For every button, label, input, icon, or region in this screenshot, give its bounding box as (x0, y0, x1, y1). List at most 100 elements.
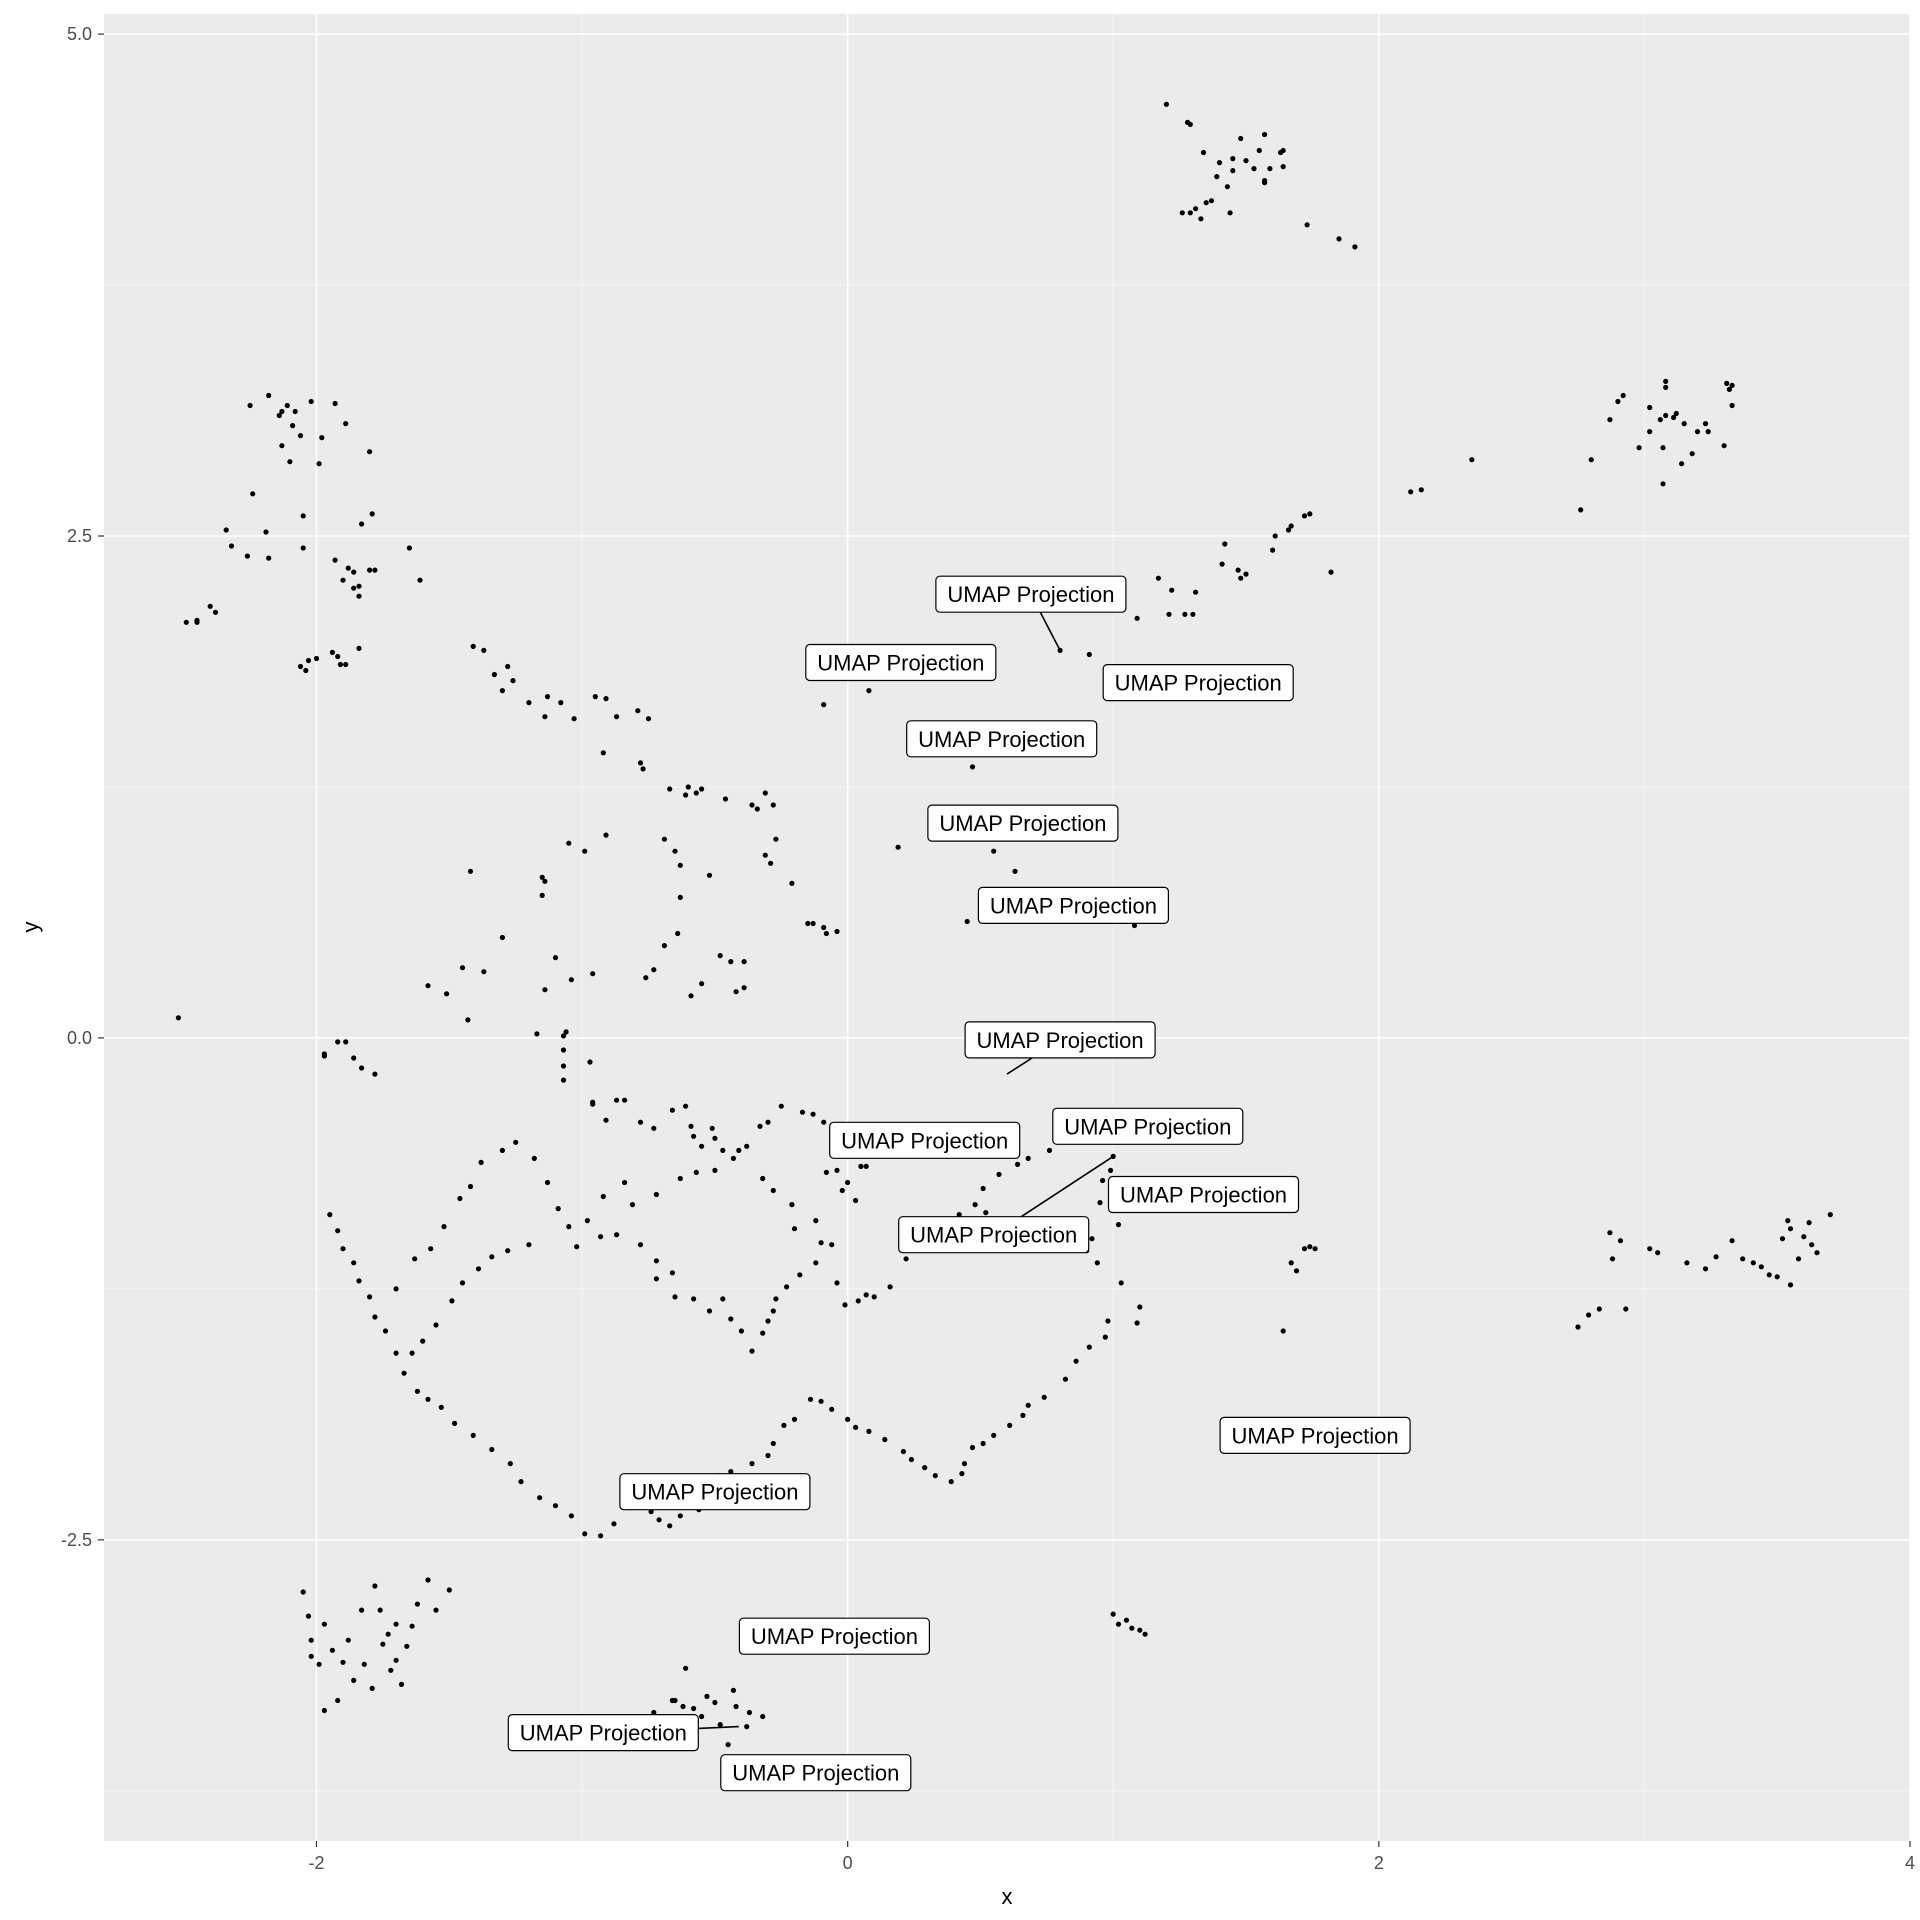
data-point (491, 671, 497, 678)
data-point (1216, 160, 1223, 166)
data-point (677, 1175, 683, 1182)
data-point (568, 977, 575, 983)
data-point (791, 1226, 798, 1232)
data-point (1262, 131, 1268, 138)
data-point (305, 657, 312, 664)
data-point (778, 1103, 784, 1109)
data-point (1827, 1212, 1833, 1218)
data-point (377, 1607, 383, 1613)
data-point (712, 1167, 718, 1173)
data-point (882, 1436, 888, 1443)
data-point (544, 694, 551, 700)
data-point (308, 1653, 314, 1659)
data-point (1238, 135, 1244, 142)
data-point (568, 1513, 575, 1519)
data-point (1578, 507, 1584, 513)
data-point (754, 806, 760, 812)
data-point (980, 1185, 986, 1192)
data-point (1663, 412, 1669, 419)
data-point (590, 1099, 596, 1105)
data-point (1713, 1254, 1719, 1260)
data-point (717, 953, 723, 959)
data-point (297, 433, 304, 439)
data-point (393, 1350, 399, 1356)
data-point (194, 619, 200, 625)
data-point (765, 1119, 771, 1125)
data-point (1012, 868, 1018, 874)
data-point (276, 412, 282, 419)
x-axis: -2 0 2 4 (308, 1841, 1915, 1873)
data-point (1795, 1256, 1802, 1262)
data-point (1702, 421, 1709, 427)
data-point (372, 1071, 378, 1077)
data-point (279, 443, 285, 449)
data-point (1750, 1260, 1756, 1266)
data-point (1596, 1306, 1602, 1312)
data-point (1620, 392, 1626, 399)
data-point (393, 1621, 399, 1627)
data-point (770, 1187, 776, 1194)
data-point (590, 971, 596, 977)
annotation-label-box (1219, 1416, 1411, 1455)
data-point (1705, 429, 1711, 435)
data-point (544, 1179, 551, 1186)
data-point (444, 991, 450, 997)
data-point (683, 1665, 689, 1671)
data-point (404, 1643, 410, 1649)
data-point (648, 1509, 654, 1515)
data-point (717, 1722, 723, 1728)
data-point (459, 1280, 466, 1286)
data-point (555, 1206, 561, 1212)
annotation-leader-line (698, 1725, 739, 1730)
data-point (762, 852, 768, 858)
data-point (428, 1246, 434, 1252)
data-point (781, 1422, 787, 1428)
data-point (789, 880, 795, 886)
data-point (760, 1330, 766, 1336)
data-point (1469, 457, 1475, 463)
data-point (680, 1703, 686, 1710)
data-point (1636, 445, 1642, 451)
data-point (653, 1276, 660, 1282)
data-point (1214, 174, 1220, 180)
data-point (730, 1687, 737, 1693)
data-point (1020, 1412, 1026, 1418)
data-point (1684, 1260, 1690, 1266)
data-point (903, 1256, 909, 1262)
data-point (932, 1473, 938, 1479)
annotation-label-box (977, 886, 1170, 925)
data-point (300, 1589, 306, 1595)
data-point (1193, 589, 1199, 595)
data-point (510, 678, 516, 684)
data-point (1312, 1246, 1318, 1252)
data-point (266, 392, 272, 399)
data-point (770, 1440, 776, 1447)
data-point (1025, 1155, 1031, 1161)
data-point (499, 934, 505, 941)
data-point (1227, 210, 1233, 216)
data-point (1094, 1260, 1100, 1266)
data-point (313, 655, 320, 662)
data-point (667, 786, 673, 792)
data-point (356, 593, 362, 599)
data-point (351, 1260, 357, 1266)
x-tick-label: 0 (843, 1853, 853, 1873)
data-point (335, 1697, 341, 1704)
data-point (566, 840, 572, 846)
data-point (263, 529, 269, 535)
data-point (871, 1294, 877, 1300)
data-point (675, 930, 681, 937)
data-point (284, 402, 290, 409)
data-point (699, 981, 705, 987)
annotation-label-box (805, 643, 997, 682)
data-point (600, 750, 606, 756)
y-axis: -2.5 0.0 2.5 5.0 (61, 24, 104, 1550)
data-point (1243, 571, 1249, 577)
data-point (996, 1171, 1002, 1177)
data-point (1137, 1627, 1143, 1633)
data-point (1689, 451, 1695, 457)
data-point (1801, 1234, 1807, 1240)
data-point (1208, 198, 1215, 204)
data-point (1272, 533, 1278, 539)
data-point (372, 567, 378, 573)
